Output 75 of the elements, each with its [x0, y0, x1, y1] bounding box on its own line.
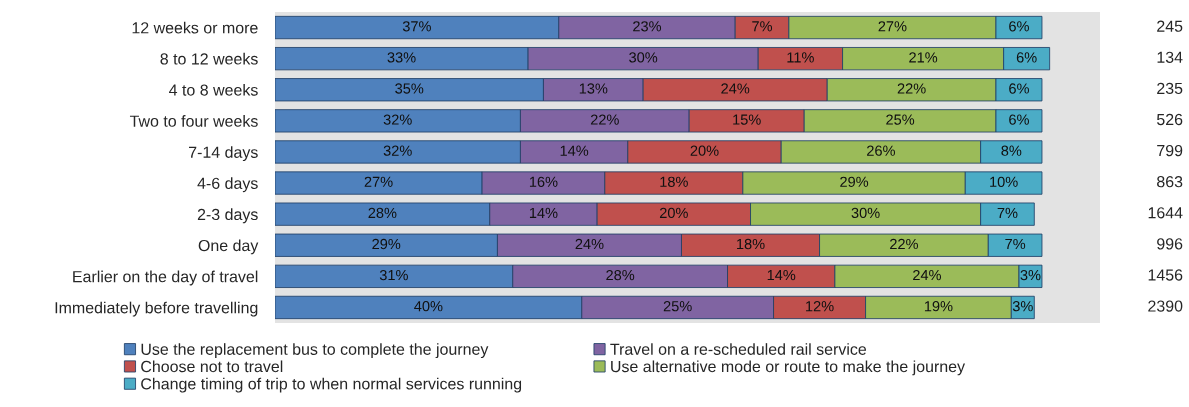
- legend-label: Use alternative mode or route to make the journey: [611, 360, 966, 376]
- text: 863: [1157, 176, 1183, 188]
- y-tick-label: Immediately before travelling: [55, 301, 258, 317]
- data-label: 20%: [690, 145, 719, 156]
- data-label: 24%: [913, 269, 942, 281]
- text: 245: [1157, 20, 1183, 32]
- data-label: 22%: [890, 238, 918, 250]
- y-tick-label: 4 to 8 weeks: [169, 83, 258, 96]
- data-label: 26%: [867, 145, 895, 156]
- y-tick-label: 8 to 12 weeks: [160, 52, 258, 65]
- data-label: 40%: [414, 301, 443, 312]
- data-label: 18%: [660, 176, 688, 187]
- data-label: 31%: [379, 269, 408, 281]
- data-label: 8%: [1001, 145, 1022, 156]
- y-tick-label: 2-3 days: [197, 208, 258, 224]
- data-label: 16%: [529, 176, 558, 187]
- data-label: 3%: [1020, 269, 1041, 281]
- y-tick-label: Earlier on the day of travel: [73, 270, 258, 286]
- data-label: 11%: [787, 52, 814, 63]
- data-label: 10%: [990, 176, 1018, 187]
- y-tick-label: Two to four weeks: [129, 115, 258, 127]
- data-label: 3%: [1012, 301, 1033, 312]
- y-tick-label: 7-14 days: [189, 146, 258, 162]
- text: 235: [1157, 82, 1183, 95]
- data-label: 30%: [629, 52, 658, 63]
- data-label: 29%: [840, 176, 869, 187]
- data-label: 14%: [560, 145, 589, 156]
- data-label: 23%: [633, 21, 662, 32]
- data-label: 27%: [364, 176, 393, 187]
- text: 996: [1157, 238, 1183, 250]
- text: 799: [1157, 144, 1183, 157]
- data-label: 28%: [368, 207, 397, 219]
- y-tick-label: 12 weeks or more: [132, 21, 258, 34]
- data-label: 21%: [909, 52, 938, 63]
- data-label: 24%: [721, 83, 750, 94]
- text: 134: [1157, 51, 1183, 63]
- data-label: 32%: [383, 114, 412, 125]
- data-label: 28%: [606, 269, 635, 281]
- data-label: 37%: [402, 21, 431, 32]
- data-label: 27%: [878, 21, 907, 32]
- data-label: 7%: [752, 21, 773, 32]
- data-label: 6%: [1009, 114, 1029, 125]
- legend-label: Choose not to travel: [141, 360, 283, 373]
- text: 1644: [1148, 207, 1183, 219]
- data-label: 20%: [659, 207, 688, 219]
- data-label: 7%: [1005, 238, 1026, 250]
- data-label: 14%: [767, 270, 796, 281]
- data-label: 15%: [733, 114, 761, 125]
- data-label: 6%: [1009, 21, 1029, 32]
- legend-label: Use the replacement bus to complete the journey: [141, 343, 489, 359]
- text: 1456: [1148, 269, 1183, 281]
- y-tick-label: 4-6 days: [197, 177, 258, 193]
- data-label: 22%: [590, 114, 619, 125]
- data-label: 14%: [529, 207, 558, 219]
- data-label: 18%: [737, 238, 765, 250]
- data-label: 13%: [579, 83, 608, 94]
- y-tick-label: One day: [198, 239, 259, 255]
- data-label: 25%: [663, 301, 692, 312]
- legend-label: Travel on a re-scheduled rail service: [610, 343, 867, 355]
- data-label: 29%: [372, 238, 401, 250]
- data-label: 6%: [1009, 83, 1029, 94]
- data-label: 25%: [886, 114, 915, 125]
- data-label: 22%: [897, 83, 926, 94]
- legend-label: Change timing of trip to when normal services running: [141, 377, 522, 393]
- data-label: 7%: [997, 207, 1018, 219]
- data-label: 19%: [924, 301, 953, 312]
- data-label: 35%: [395, 83, 424, 94]
- text: 2390: [1148, 300, 1183, 312]
- text: 526: [1156, 113, 1183, 126]
- data-label: 6%: [1016, 52, 1037, 63]
- data-label: 32%: [383, 145, 412, 156]
- data-label: 33%: [387, 52, 416, 63]
- data-label: 24%: [575, 238, 604, 250]
- data-label: 12%: [806, 301, 834, 312]
- data-label: 30%: [851, 207, 880, 219]
